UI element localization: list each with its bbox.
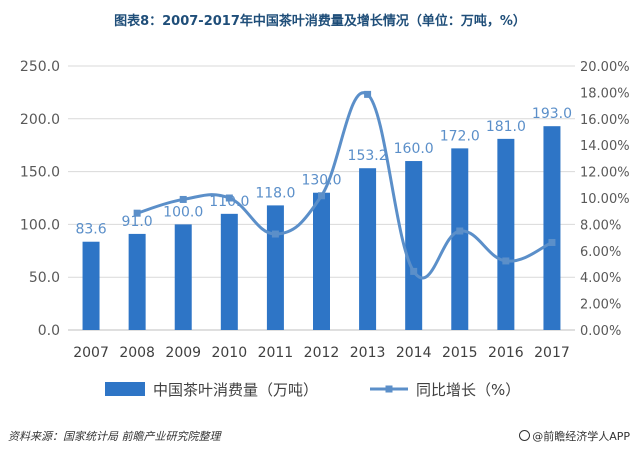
right-tick-label: 20.00% bbox=[580, 60, 630, 75]
bar bbox=[359, 168, 377, 330]
x-tick-label: 2012 bbox=[304, 345, 340, 361]
legend: 中国茶叶消费量（万吨） 同比增长（%） bbox=[105, 381, 520, 399]
bar bbox=[220, 213, 238, 330]
growth-point bbox=[179, 195, 187, 203]
growth-point bbox=[410, 267, 418, 275]
right-tick-label: 10.00% bbox=[580, 192, 630, 207]
growth-point bbox=[271, 230, 279, 238]
bar bbox=[543, 126, 561, 330]
right-tick-label: 8.00% bbox=[580, 218, 621, 233]
bar-value-label: 130.0 bbox=[301, 173, 341, 189]
growth-point bbox=[456, 227, 464, 235]
right-tick-label: 0.00% bbox=[580, 324, 621, 339]
bar-value-label: 118.0 bbox=[255, 185, 295, 201]
bar-value-label: 193.0 bbox=[532, 106, 572, 122]
x-tick-label: 2017 bbox=[534, 345, 570, 361]
bar bbox=[313, 192, 330, 330]
growth-point bbox=[133, 209, 141, 217]
x-tick-label: 2007 bbox=[73, 345, 109, 361]
x-tick-label: 2016 bbox=[488, 345, 524, 361]
bar bbox=[405, 161, 423, 330]
x-tick-label: 2011 bbox=[258, 345, 294, 361]
legend-line-marker bbox=[385, 385, 393, 393]
right-tick-label: 12.00% bbox=[580, 166, 630, 181]
chart-title: 图表8：2007-2017年中国茶叶消费量及增长情况（单位：万吨，%） bbox=[114, 14, 526, 29]
growth-point bbox=[548, 238, 556, 246]
right-tick-label: 6.00% bbox=[580, 245, 621, 260]
growth-line-series bbox=[133, 90, 556, 280]
bar-value-label: 100.0 bbox=[163, 204, 203, 220]
bar-value-label: 153.2 bbox=[348, 148, 388, 164]
logo-icon bbox=[519, 430, 531, 441]
right-tick-label: 2.00% bbox=[580, 298, 621, 313]
bar-value-label: 160.0 bbox=[394, 141, 434, 157]
bar-value-label: 172.0 bbox=[440, 128, 480, 144]
growth-point bbox=[502, 257, 510, 265]
left-tick-label: 200.0 bbox=[20, 112, 60, 128]
left-tick-label: 50.0 bbox=[29, 270, 60, 286]
legend-bar-swatch bbox=[105, 382, 145, 396]
bar-value-labels: 83.6 91.0 100.0 110.0 118.0 130.0 153.2 160.0 17… bbox=[75, 106, 572, 238]
brand-text: @前瞻经济学人APP bbox=[532, 430, 630, 443]
left-axis-ticks: 0.0 50.0 100.0 150.0 200.0 250.0 bbox=[20, 59, 60, 339]
x-tick-label: 2013 bbox=[350, 345, 386, 361]
growth-point bbox=[318, 192, 325, 200]
x-tick-label: 2008 bbox=[119, 345, 155, 361]
x-tick-label: 2015 bbox=[442, 345, 478, 361]
bar bbox=[451, 148, 469, 330]
left-tick-label: 150.0 bbox=[20, 165, 60, 181]
left-tick-label: 250.0 bbox=[20, 59, 60, 75]
bar-value-label: 110.0 bbox=[209, 194, 249, 210]
bar-series bbox=[82, 126, 561, 330]
bar bbox=[82, 241, 100, 330]
x-tick-label: 2010 bbox=[211, 345, 247, 361]
right-tick-label: 4.00% bbox=[580, 271, 621, 286]
right-tick-label: 16.00% bbox=[580, 113, 630, 128]
growth-line bbox=[136, 91, 553, 280]
brand-note: @前瞻经济学人APP bbox=[519, 428, 630, 444]
bar bbox=[497, 138, 515, 330]
bar-value-label: 91.0 bbox=[122, 214, 153, 230]
growth-point bbox=[364, 90, 372, 98]
legend-line-label: 同比增长（%） bbox=[416, 381, 520, 399]
bar-value-label: 83.6 bbox=[75, 222, 106, 238]
x-tick-label: 2014 bbox=[396, 345, 432, 361]
bar bbox=[266, 205, 284, 330]
legend-bar-label: 中国茶叶消费量（万吨） bbox=[153, 381, 318, 399]
bar-value-label: 181.0 bbox=[486, 119, 526, 135]
bar bbox=[174, 224, 192, 330]
right-axis-ticks: 0.00% 2.00% 4.00% 6.00% 8.00% 10.00% 12.00% 14.… bbox=[580, 60, 630, 339]
x-axis-ticks: 2007 2008 2009 2010 2011 2012 2013 2014 2015 2016… bbox=[73, 345, 570, 361]
growth-point bbox=[225, 194, 233, 202]
right-tick-label: 14.00% bbox=[580, 139, 630, 154]
bar bbox=[128, 233, 146, 330]
left-tick-label: 100.0 bbox=[20, 217, 60, 233]
right-tick-label: 18.00% bbox=[580, 86, 630, 101]
x-tick-label: 2009 bbox=[165, 345, 201, 361]
source-note: 资料来源：国家统计局 前瞻产业研究院整理 bbox=[8, 430, 221, 443]
left-tick-label: 0.0 bbox=[38, 323, 60, 339]
